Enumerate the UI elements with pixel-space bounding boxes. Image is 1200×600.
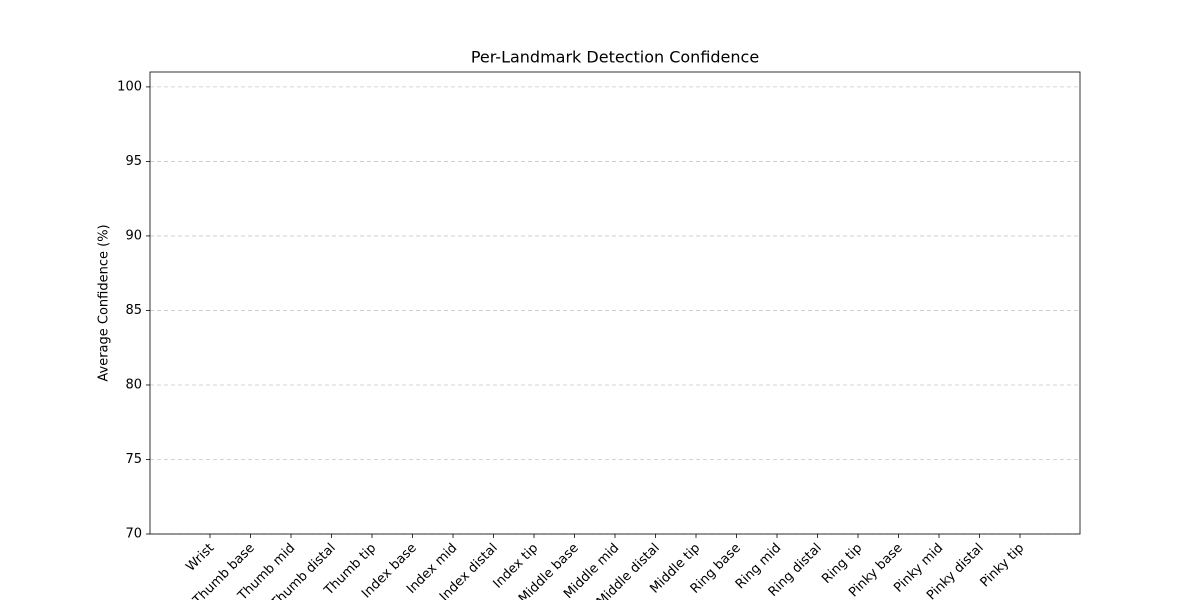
y-axis-label: Average Confidence (%) bbox=[97, 224, 112, 381]
y-tick-label: 85 bbox=[125, 303, 142, 318]
y-tick-label: 80 bbox=[125, 377, 142, 392]
y-tick-label: 70 bbox=[125, 527, 142, 542]
y-tick-label: 90 bbox=[125, 228, 142, 243]
chart-title: Per-Landmark Detection Confidence bbox=[471, 48, 759, 67]
y-tick-label: 100 bbox=[117, 79, 142, 94]
y-tick-label: 95 bbox=[125, 154, 142, 169]
y-tick-label: 75 bbox=[125, 452, 142, 467]
